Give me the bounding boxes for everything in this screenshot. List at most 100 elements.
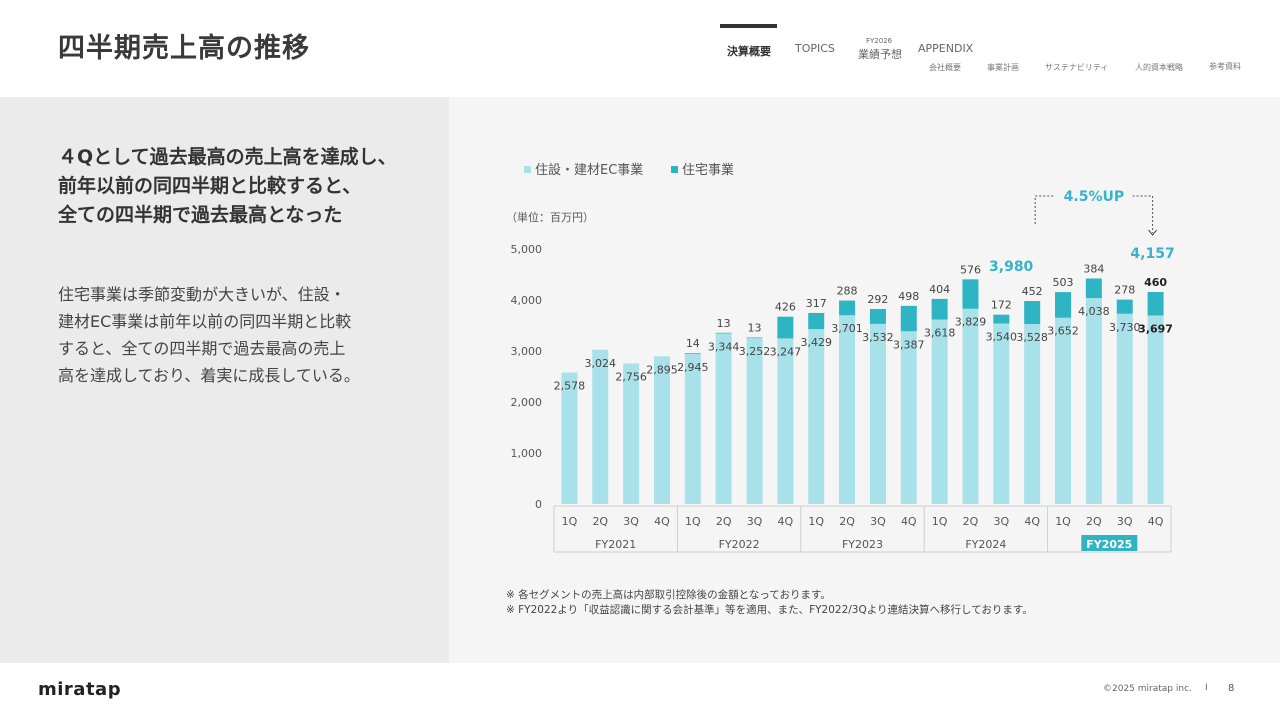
- nav-tab-appendix[interactable]: APPENDIX: [918, 42, 974, 55]
- data-label-ec: 2,945: [677, 361, 709, 374]
- data-label-ec: 3,247: [770, 345, 802, 358]
- data-label-ec: 2,895: [646, 363, 678, 376]
- footer: miratap ©2025 miratap inc. I 8: [0, 663, 1280, 720]
- chart-panel: 住設・建材EC事業 住宅事業 （単位：百万円） 0 1,000 2,000 3,000 4,0…: [449, 97, 1280, 663]
- nav-active-indicator: [720, 24, 777, 28]
- data-label-ec: 3,252: [739, 345, 771, 358]
- group-label: FY2024: [965, 538, 1006, 551]
- subnav-reference[interactable]: 参考資料: [1209, 62, 1241, 71]
- page-title: 四半期売上高の推移: [58, 33, 310, 64]
- x-tick-label: 1Q: [932, 515, 948, 528]
- subnav-company[interactable]: 会社概要: [929, 63, 961, 72]
- data-label-housing: 503: [1053, 276, 1074, 289]
- data-label-housing: 460: [1144, 276, 1167, 289]
- data-label-housing: 426: [775, 301, 796, 314]
- data-label-ec: 3,701: [831, 322, 863, 335]
- bar-segment-housing: [900, 305, 917, 332]
- bar-segment-ec: [592, 349, 609, 504]
- bar-segment-housing: [1147, 291, 1164, 316]
- bar-segment-ec: [1147, 315, 1164, 504]
- headline-line: ４Qとして過去最高の売上高を達成し、: [58, 146, 397, 168]
- data-label-ec: 3,618: [924, 326, 956, 339]
- growth-arrow-icon: [1148, 229, 1157, 236]
- data-label-ec: 3,697: [1138, 322, 1173, 335]
- x-tick-label: 3Q: [993, 515, 1009, 528]
- bar-segment-ec: [931, 319, 948, 504]
- nav-tab-forecast[interactable]: 業績予想: [858, 48, 902, 61]
- x-tick-label: 3Q: [1117, 515, 1133, 528]
- data-label-ec: 3,652: [1047, 325, 1079, 338]
- body-text: 住宅事業は季節変動が大きいが、住設・ 建材EC事業は前年以前の同四半期と比較 す…: [58, 281, 360, 389]
- bar-segment-ec: [777, 338, 794, 504]
- x-tick-label: 2Q: [716, 515, 732, 528]
- data-label-ec: 3,344: [708, 340, 740, 353]
- nav-tab-forecast-sup: FY2026: [866, 37, 893, 45]
- bar-segment-housing: [746, 337, 763, 339]
- bar-segment-housing: [1024, 301, 1041, 325]
- data-label-ec: 2,756: [615, 370, 647, 383]
- bar-segment-ec: [869, 323, 886, 504]
- nav-tab-results[interactable]: 決算概要: [727, 45, 771, 58]
- total-curr-label: 4,157: [1130, 246, 1174, 262]
- x-tick-label: 4Q: [901, 515, 917, 528]
- data-label-ec: 3,730: [1109, 321, 1141, 334]
- y-tick-label: 5,000: [511, 243, 543, 256]
- data-label-housing: 452: [1022, 285, 1043, 298]
- total-prev-label: 3,980: [989, 259, 1034, 275]
- data-label-housing: 14: [686, 337, 700, 350]
- x-tick-label: 4Q: [654, 515, 670, 528]
- headline-line: 全ての四半期で過去最高となった: [58, 204, 343, 226]
- group-label: FY2025: [1086, 538, 1132, 551]
- page-number: 8: [1228, 683, 1235, 694]
- group-label: FY2022: [719, 538, 760, 551]
- footnote: ※ 各セグメントの売上高は内部取引控除後の金額となっております。: [506, 588, 831, 601]
- data-label-ec: 3,540: [986, 330, 1018, 343]
- y-tick-label: 1,000: [511, 447, 543, 460]
- legend-label: 住設・建材EC事業: [535, 162, 643, 178]
- header: 四半期売上高の推移 決算概要 TOPICS FY2026 業績予想 APPEND…: [0, 0, 1280, 97]
- data-label-ec: 3,024: [585, 357, 617, 370]
- y-tick-label: 0: [535, 498, 542, 511]
- bar-segment-housing: [777, 316, 794, 339]
- data-label-ec: 3,829: [955, 316, 987, 329]
- data-label-ec: 3,387: [893, 338, 925, 351]
- bar-segment-housing: [869, 308, 886, 324]
- bar-segment-ec: [561, 372, 578, 504]
- data-label-ec: 3,532: [862, 331, 894, 344]
- bar-segment-ec: [993, 323, 1010, 504]
- bar-segment-ec: [1055, 317, 1072, 504]
- copyright: ©2025 miratap inc.: [1103, 684, 1192, 694]
- quarterly-sales-chart: 住設・建材EC事業 住宅事業 （単位：百万円） 0 1,000 2,000 3,000 4,0…: [506, 162, 1175, 616]
- bar-segment-ec: [653, 356, 670, 504]
- bar-segment-ec: [1116, 313, 1133, 504]
- subnav-human-capital[interactable]: 人的資本戦略: [1135, 63, 1183, 72]
- bar-segment-ec: [839, 315, 856, 504]
- summary-panel: ４Qとして過去最高の売上高を達成し、 前年以前の同四半期と比較すると、 全ての四…: [0, 97, 449, 663]
- body-line: すると、全ての四半期で過去最高の売上: [58, 339, 346, 358]
- growth-label: 4.5%UP: [1064, 189, 1124, 205]
- bar-segment-ec: [746, 338, 763, 504]
- y-tick-label: 2,000: [511, 396, 543, 409]
- bar-segment-ec: [684, 353, 701, 504]
- legend-swatch: [671, 166, 678, 173]
- x-tick-label: 1Q: [562, 515, 578, 528]
- headline-line: 前年以前の同四半期と比較すると、: [58, 175, 362, 197]
- company-logo: miratap: [38, 679, 122, 700]
- data-label-housing: 317: [806, 297, 827, 310]
- subnav-business-plan[interactable]: 事業計画: [987, 63, 1019, 72]
- data-label-ec: 3,429: [800, 336, 832, 349]
- data-label-housing: 278: [1114, 284, 1135, 297]
- headline: ４Qとして過去最高の売上高を達成し、 前年以前の同四半期と比較すると、 全ての四…: [58, 143, 397, 230]
- bar-segment-housing: [808, 312, 825, 330]
- growth-bracket-right: [1132, 195, 1154, 233]
- nav-tab-topics[interactable]: TOPICS: [795, 42, 835, 55]
- y-tick-label: 3,000: [511, 345, 543, 358]
- x-tick-label: 4Q: [1148, 515, 1164, 528]
- bar-segment-ec: [900, 331, 917, 504]
- x-tick-label: 1Q: [1055, 515, 1071, 528]
- footer-separator: I: [1205, 683, 1208, 693]
- bar-segment-ec: [715, 333, 732, 504]
- data-label-housing: 292: [867, 293, 888, 306]
- subnav-sustainability[interactable]: サステナビリティ: [1045, 63, 1109, 72]
- bar-segment-housing: [1116, 299, 1133, 314]
